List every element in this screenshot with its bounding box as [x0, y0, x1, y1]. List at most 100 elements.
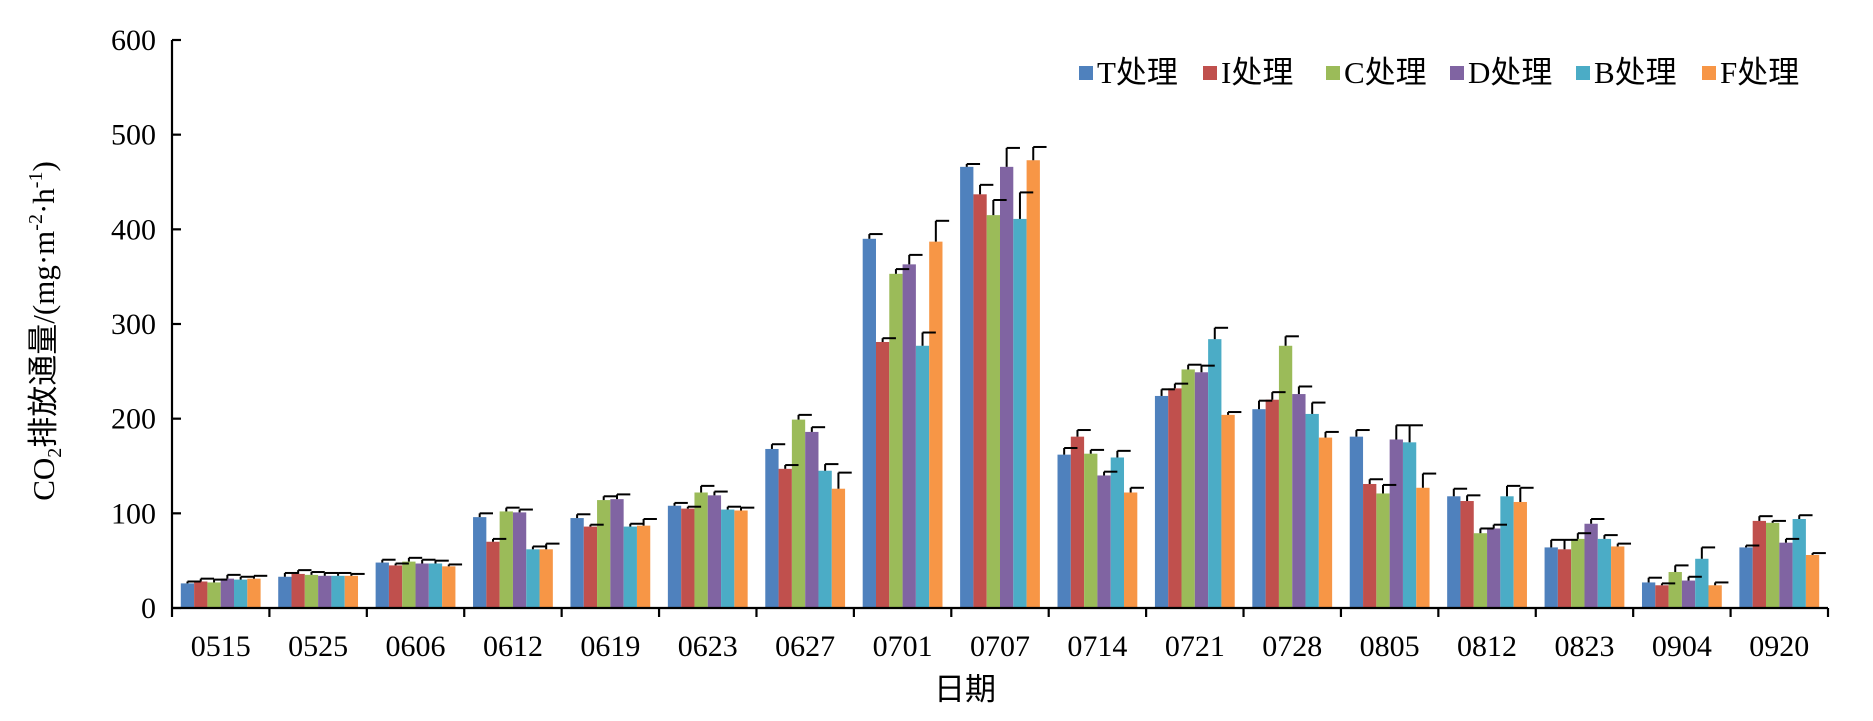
y-ticks: 0 100 200 300 400 500 600	[111, 24, 181, 625]
bar	[512, 512, 527, 608]
bar	[1221, 414, 1235, 608]
legend-swatch	[1203, 66, 1217, 80]
bar	[304, 574, 319, 608]
bar	[1124, 492, 1138, 608]
bar	[1057, 454, 1071, 608]
y-axis-title-sup1: -2	[25, 214, 47, 231]
bar	[1584, 523, 1598, 608]
x-tick-label: 0721	[1165, 630, 1225, 663]
bar	[1097, 475, 1111, 608]
bar	[1473, 533, 1488, 608]
bar	[1765, 522, 1780, 608]
bar	[526, 549, 540, 608]
y-tick-label: 400	[111, 213, 156, 246]
bar	[1460, 501, 1474, 608]
y-tick-label: 0	[141, 592, 156, 625]
x-tick-label: 0823	[1554, 630, 1614, 663]
bar	[681, 508, 695, 608]
bar	[623, 526, 637, 608]
x-tick-label: 0515	[191, 630, 251, 663]
bar	[1611, 546, 1625, 608]
bar	[1571, 538, 1585, 608]
y-axis-title-mid: ·h	[26, 188, 61, 214]
bar	[636, 525, 651, 608]
bar	[707, 495, 722, 608]
legend-swatch	[1326, 66, 1340, 80]
bar	[1389, 439, 1403, 608]
y-axis-title-sub: 2	[44, 448, 66, 458]
bar	[539, 549, 553, 608]
bar	[388, 565, 403, 608]
bar	[1752, 520, 1766, 608]
x-tick-label: 0619	[580, 630, 640, 663]
bar	[1154, 395, 1169, 608]
legend-swatch	[1450, 66, 1464, 80]
bar	[1168, 388, 1182, 608]
x-tick-label: 0525	[288, 630, 348, 663]
bar	[415, 563, 429, 608]
bar	[1708, 585, 1722, 608]
bar	[1792, 519, 1806, 608]
bars-layer	[180, 160, 1820, 609]
y-tick-label: 200	[111, 403, 156, 436]
bar	[1668, 572, 1682, 608]
bar	[973, 194, 987, 608]
bar	[1500, 496, 1514, 608]
bar	[1278, 345, 1293, 608]
bar	[915, 345, 930, 608]
legend-label: I处理	[1221, 55, 1293, 90]
bar	[291, 573, 305, 608]
y-axis-title-sup2: -1	[25, 172, 47, 189]
bar	[1026, 160, 1040, 608]
y-axis-title-co: CO	[26, 458, 61, 501]
bar	[902, 264, 916, 608]
bar	[805, 431, 819, 608]
legend-label: B处理	[1594, 55, 1677, 90]
bar	[1265, 399, 1279, 608]
bar	[234, 579, 248, 608]
bar	[1416, 487, 1430, 608]
bar	[1805, 554, 1820, 608]
x-tick-label: 0714	[1067, 630, 1127, 663]
bar	[344, 575, 359, 608]
y-tick-label: 500	[111, 119, 156, 152]
bar	[486, 541, 500, 608]
x-tick-label: 0728	[1262, 630, 1322, 663]
bar	[1557, 549, 1572, 608]
legend-label: F处理	[1720, 55, 1799, 90]
legend-swatch	[1702, 66, 1716, 80]
bar	[1349, 436, 1364, 608]
bar	[1363, 483, 1377, 608]
bar	[1681, 580, 1696, 608]
bar	[194, 581, 208, 608]
bar	[1641, 582, 1656, 608]
bar	[1544, 547, 1558, 608]
x-tick-label: 0606	[386, 630, 446, 663]
legend-label: C处理	[1344, 55, 1427, 90]
x-tick-label: 0701	[873, 630, 933, 663]
bar	[318, 575, 332, 608]
bar	[960, 166, 974, 608]
x-tick-label: 0812	[1457, 630, 1517, 663]
legend: T处理 I处理 C处理 D处理 B处理 F处理	[1079, 55, 1799, 90]
bar	[180, 583, 195, 608]
bar	[1013, 218, 1027, 609]
bar	[583, 526, 598, 608]
bar	[862, 238, 876, 609]
legend-label: D处理	[1468, 55, 1552, 90]
bar	[1305, 413, 1319, 608]
bar	[473, 517, 487, 608]
bar	[1655, 585, 1669, 608]
legend-swatch	[1576, 66, 1590, 80]
x-tick-label: 0707	[970, 630, 1030, 663]
legend-label: T处理	[1097, 55, 1178, 90]
x-tick-label: 0623	[678, 630, 738, 663]
y-axis-title: CO2排放通量/(mg·m-2·h-1)	[25, 161, 66, 501]
bar	[1110, 457, 1125, 608]
x-tick-label: 0612	[483, 630, 543, 663]
bar	[597, 500, 611, 608]
bar	[734, 510, 748, 608]
bar	[1084, 453, 1098, 608]
bar	[1779, 542, 1793, 608]
bar	[765, 448, 779, 608]
